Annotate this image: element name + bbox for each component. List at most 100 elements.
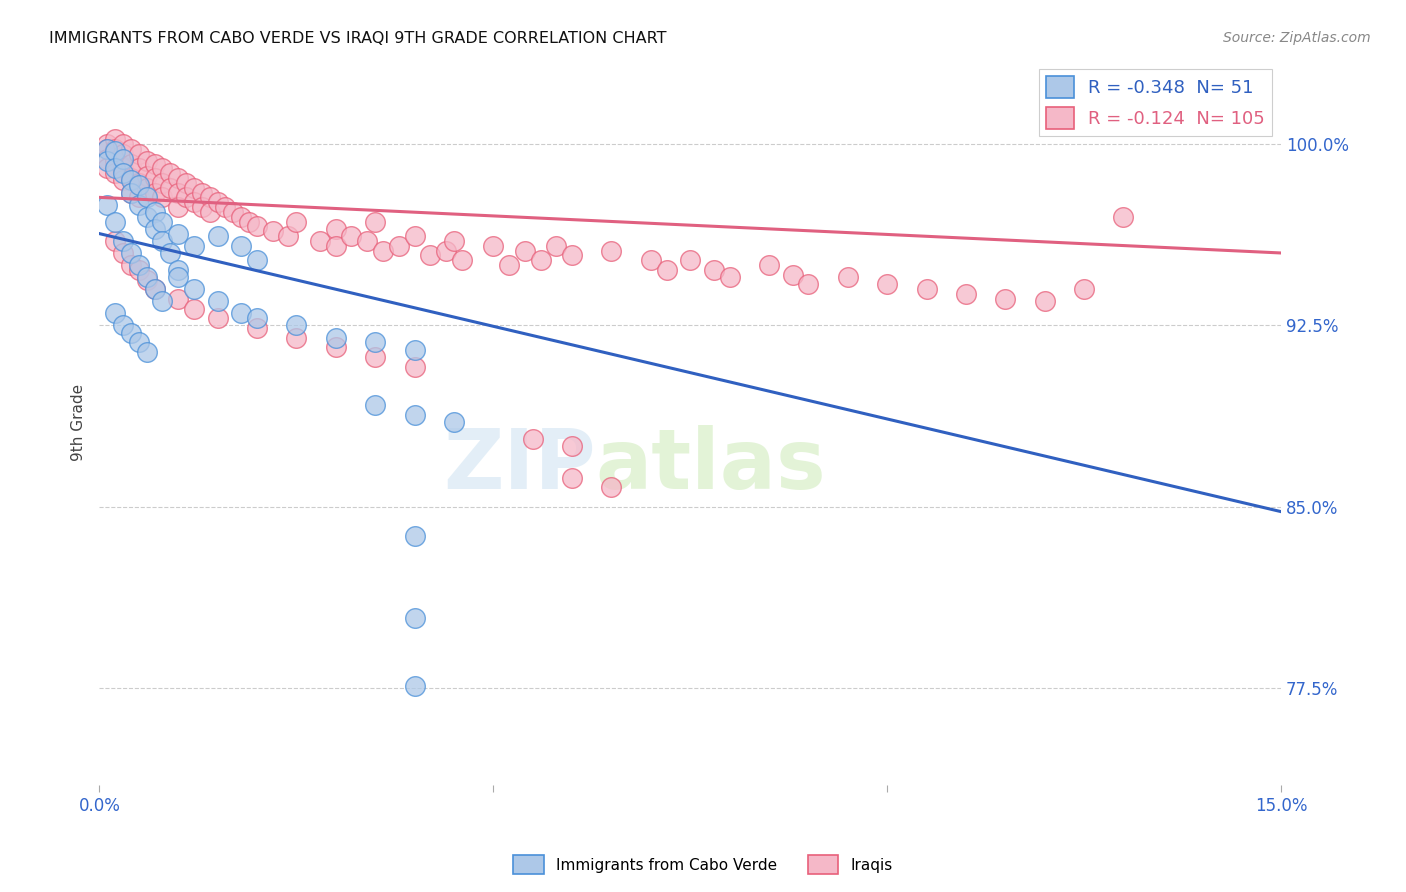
Point — [285, 318, 308, 333]
Point — [238, 214, 260, 228]
Point — [104, 166, 127, 180]
Point — [159, 166, 181, 180]
Point — [135, 345, 157, 359]
Point — [1073, 282, 1095, 296]
Point — [782, 268, 804, 282]
Point — [128, 176, 150, 190]
Point — [135, 154, 157, 169]
Point — [128, 178, 150, 193]
Point — [120, 186, 142, 200]
Point — [152, 161, 174, 176]
Point — [120, 173, 142, 187]
Point — [231, 210, 253, 224]
Point — [135, 270, 157, 285]
Point — [159, 246, 181, 260]
Point — [443, 234, 465, 248]
Point — [96, 197, 118, 211]
Point — [231, 306, 253, 320]
Point — [262, 224, 284, 238]
Point — [152, 294, 174, 309]
Point — [104, 142, 127, 156]
Point — [120, 186, 142, 200]
Point — [285, 214, 308, 228]
Point — [498, 258, 520, 272]
Point — [135, 169, 157, 183]
Point — [364, 398, 387, 412]
Point — [120, 171, 142, 186]
Point — [128, 335, 150, 350]
Legend: R = -0.348  N= 51, R = -0.124  N= 105: R = -0.348 N= 51, R = -0.124 N= 105 — [1039, 69, 1272, 136]
Point — [143, 282, 166, 296]
Point — [112, 173, 135, 187]
Point — [404, 611, 426, 625]
Point — [246, 321, 269, 335]
Point — [96, 142, 118, 156]
Point — [214, 200, 236, 214]
Point — [112, 147, 135, 161]
Point — [96, 152, 118, 166]
Point — [112, 318, 135, 333]
Point — [364, 335, 387, 350]
Point — [174, 190, 197, 204]
Point — [128, 258, 150, 272]
Point — [183, 301, 205, 316]
Point — [388, 238, 411, 252]
Text: atlas: atlas — [596, 425, 827, 506]
Point — [718, 270, 741, 285]
Point — [325, 340, 347, 354]
Point — [152, 214, 174, 228]
Point — [404, 229, 426, 244]
Point — [404, 679, 426, 693]
Point — [191, 186, 214, 200]
Point — [246, 219, 269, 234]
Point — [112, 234, 135, 248]
Point — [112, 137, 135, 152]
Point — [356, 234, 378, 248]
Point — [277, 229, 299, 244]
Point — [174, 176, 197, 190]
Point — [325, 330, 347, 344]
Point — [1112, 210, 1135, 224]
Point — [96, 142, 118, 156]
Point — [561, 248, 583, 262]
Point — [915, 282, 938, 296]
Point — [120, 156, 142, 170]
Point — [364, 350, 387, 364]
Point — [404, 408, 426, 422]
Point — [120, 258, 142, 272]
Point — [404, 529, 426, 543]
Point — [404, 359, 426, 374]
Point — [419, 248, 441, 262]
Point — [600, 244, 623, 258]
Point — [246, 253, 269, 268]
Point — [120, 246, 142, 260]
Point — [529, 253, 551, 268]
Point — [143, 222, 166, 236]
Point — [167, 186, 190, 200]
Point — [167, 200, 190, 214]
Point — [183, 195, 205, 210]
Point — [96, 161, 118, 176]
Point — [207, 311, 229, 326]
Point — [561, 471, 583, 485]
Point — [703, 263, 725, 277]
Y-axis label: 9th Grade: 9th Grade — [72, 384, 86, 461]
Point — [443, 415, 465, 429]
Point — [955, 287, 977, 301]
Text: ZIP: ZIP — [443, 425, 596, 506]
Point — [143, 156, 166, 170]
Point — [120, 326, 142, 340]
Point — [112, 152, 135, 166]
Point — [143, 205, 166, 219]
Point — [183, 180, 205, 194]
Point — [167, 292, 190, 306]
Point — [364, 214, 387, 228]
Point — [159, 180, 181, 194]
Point — [522, 432, 544, 446]
Point — [143, 171, 166, 186]
Point — [325, 222, 347, 236]
Point — [167, 263, 190, 277]
Point — [152, 176, 174, 190]
Point — [104, 132, 127, 146]
Point — [222, 205, 245, 219]
